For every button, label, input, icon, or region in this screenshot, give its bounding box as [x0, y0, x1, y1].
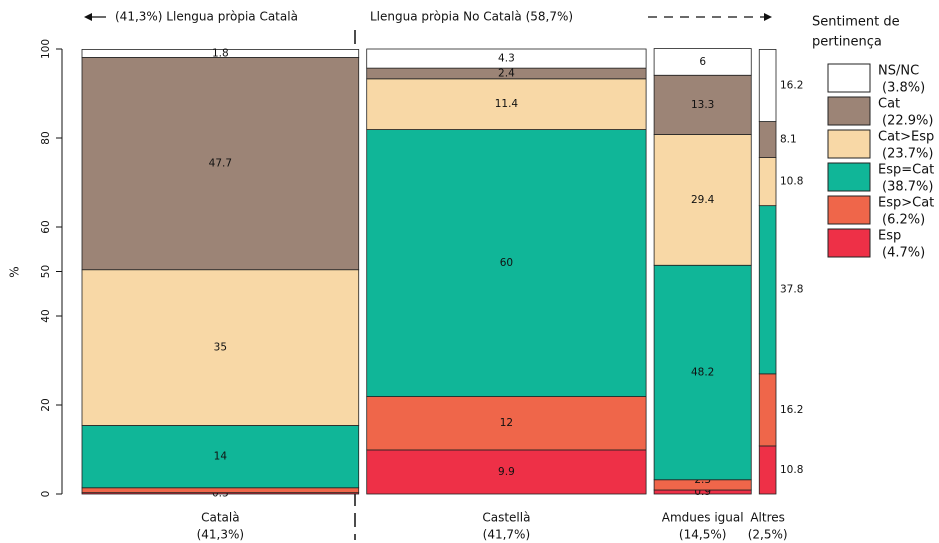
y-tick-label: 80 — [40, 131, 52, 144]
legend-share: (4.7%) — [882, 246, 925, 261]
legend-title: pertinença — [812, 35, 882, 50]
value-label: 60 — [500, 257, 513, 269]
y-tick-label: 0 — [40, 491, 52, 498]
segment — [81, 487, 360, 494]
y-tick-label: 50 — [40, 265, 52, 278]
legend-share: (38.7%) — [882, 180, 933, 195]
value-label: 47.7 — [209, 158, 232, 170]
legend-swatch — [827, 195, 871, 225]
segment — [758, 49, 777, 122]
annotation-left: (41,3%) Llengua pròpia Català — [115, 10, 298, 24]
legend-label: Cat — [878, 97, 900, 112]
legend-swatch — [827, 228, 871, 258]
value-label: 6 — [699, 56, 706, 68]
value-label: 35 — [214, 342, 227, 354]
value-label: 12 — [500, 417, 513, 429]
segment — [366, 78, 647, 130]
value-label: 9.9 — [498, 466, 515, 478]
segment — [653, 74, 752, 135]
legend-share: (22.9%) — [882, 114, 933, 129]
legend-swatch — [827, 162, 871, 192]
segment — [81, 269, 360, 426]
value-label: 16.2 — [780, 79, 803, 91]
value-label: 4.3 — [498, 53, 515, 65]
segment — [81, 425, 360, 489]
value-label: 13.3 — [691, 99, 714, 111]
value-label: 10.8 — [780, 176, 803, 188]
x-tick-share: (2,5%) — [748, 528, 788, 542]
x-tick-label: Castellà — [482, 511, 530, 525]
legend-swatch — [827, 129, 871, 159]
segment — [366, 449, 647, 495]
value-label: 14 — [214, 451, 228, 463]
segment — [758, 373, 777, 447]
legend-share: (6.2%) — [882, 213, 925, 228]
value-label: 2.4 — [498, 67, 515, 79]
segment — [653, 48, 752, 76]
y-tick-label: 60 — [40, 220, 52, 233]
value-label: 48.2 — [691, 367, 714, 379]
segment — [653, 134, 752, 266]
segment — [366, 396, 647, 451]
legend-label: Esp — [878, 229, 901, 244]
segment — [758, 205, 777, 375]
value-label: 11.4 — [495, 98, 519, 110]
x-tick-share: (41,3%) — [197, 528, 244, 542]
legend-title: Sentiment de — [812, 15, 900, 30]
segment — [758, 121, 777, 158]
value-label: 16.2 — [780, 404, 803, 416]
y-tick-label: 40 — [40, 309, 52, 322]
segment — [81, 57, 360, 271]
segment — [81, 49, 360, 58]
legend-label: Cat>Esp — [878, 130, 934, 145]
y-tick-label: 20 — [40, 398, 52, 411]
x-tick-label: Català — [201, 511, 239, 525]
legend-share: (23.7%) — [882, 147, 933, 162]
legend-label: NS/NC — [878, 64, 919, 79]
value-label: 37.8 — [780, 284, 803, 296]
x-tick-label: Altres — [750, 511, 785, 525]
legend-swatch — [827, 96, 871, 126]
value-label: 10.8 — [780, 464, 803, 476]
legend-label: Esp=Cat — [878, 163, 934, 178]
y-tick-label: 100 — [40, 39, 52, 59]
legend-swatch — [827, 63, 871, 93]
segment — [366, 48, 647, 69]
segment — [758, 445, 777, 495]
value-label: 29.4 — [691, 194, 715, 206]
segment — [758, 157, 777, 207]
x-tick-label: Amdues igual — [662, 511, 744, 525]
value-label: 8.1 — [780, 134, 797, 146]
segment — [653, 264, 752, 481]
value-label: 1.8 — [212, 47, 229, 59]
x-tick-share: (41,7%) — [483, 528, 530, 542]
legend-share: (3.8%) — [882, 81, 925, 96]
annotation-right: Llengua pròpia No Català (58,7%) — [370, 10, 573, 24]
x-tick-share: (14,5%) — [679, 528, 726, 542]
y-axis-label: % — [8, 266, 22, 277]
legend-label: Esp>Cat — [878, 196, 934, 211]
